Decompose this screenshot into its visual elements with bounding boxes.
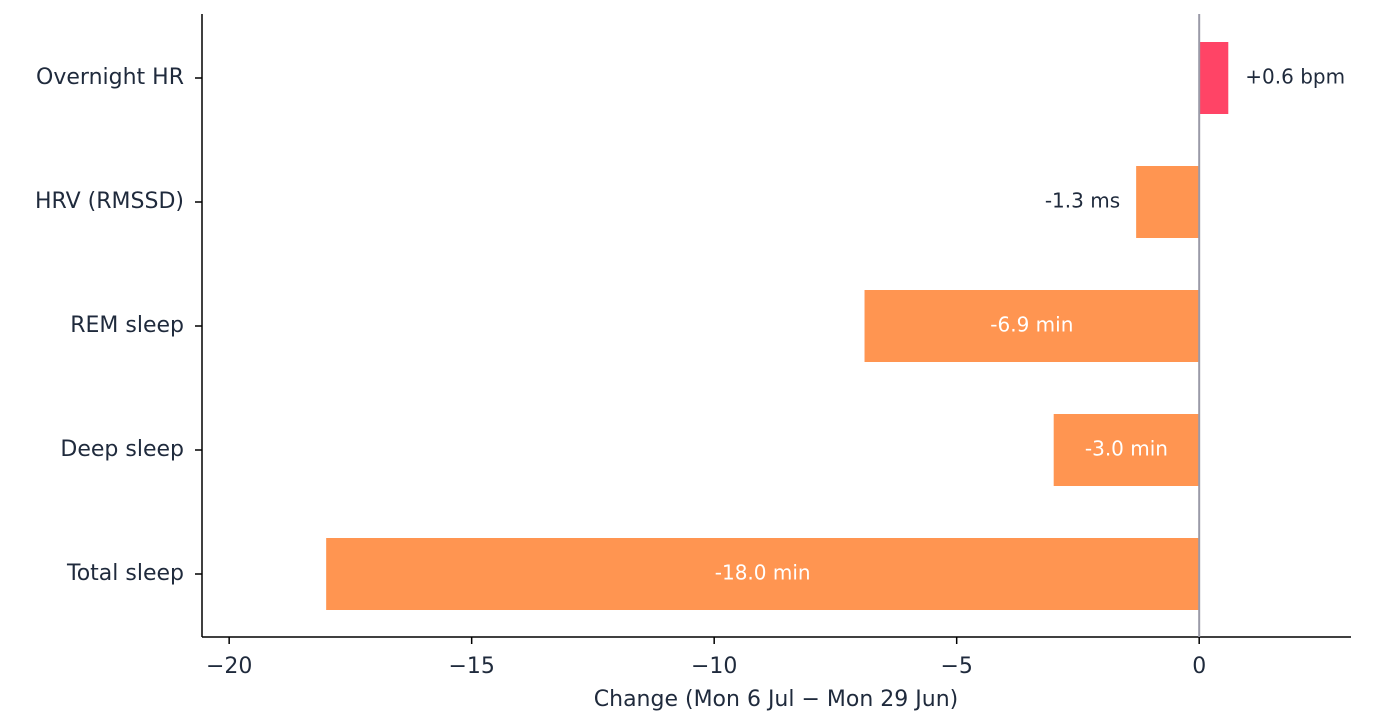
y-tick-label: HRV (RMSSD) (35, 189, 184, 214)
value-label: -6.9 min (990, 313, 1073, 337)
bar (864, 290, 1200, 362)
y-tick-label: REM sleep (70, 313, 184, 338)
x-axis-label: Change (Mon 6 Jul − Mon 29 Jun) (594, 687, 958, 712)
x-tick-label: −10 (691, 654, 737, 679)
y-tick-label: Total sleep (66, 561, 184, 586)
x-tick-label: −5 (940, 654, 972, 679)
bar (1053, 414, 1200, 486)
value-label: -3.0 min (1085, 437, 1168, 461)
bar (1136, 166, 1200, 238)
value-label: -18.0 min (715, 561, 811, 585)
x-tick-label: −15 (448, 654, 494, 679)
x-tick-label: 0 (1192, 654, 1206, 679)
bar (326, 538, 1200, 610)
value-label: -1.3 ms (1045, 189, 1120, 213)
value-label: +0.6 bpm (1245, 65, 1345, 89)
y-tick-label: Deep sleep (60, 437, 184, 462)
bar (1199, 42, 1229, 114)
x-tick-label: −20 (206, 654, 252, 679)
y-tick-label: Overnight HR (36, 65, 184, 90)
